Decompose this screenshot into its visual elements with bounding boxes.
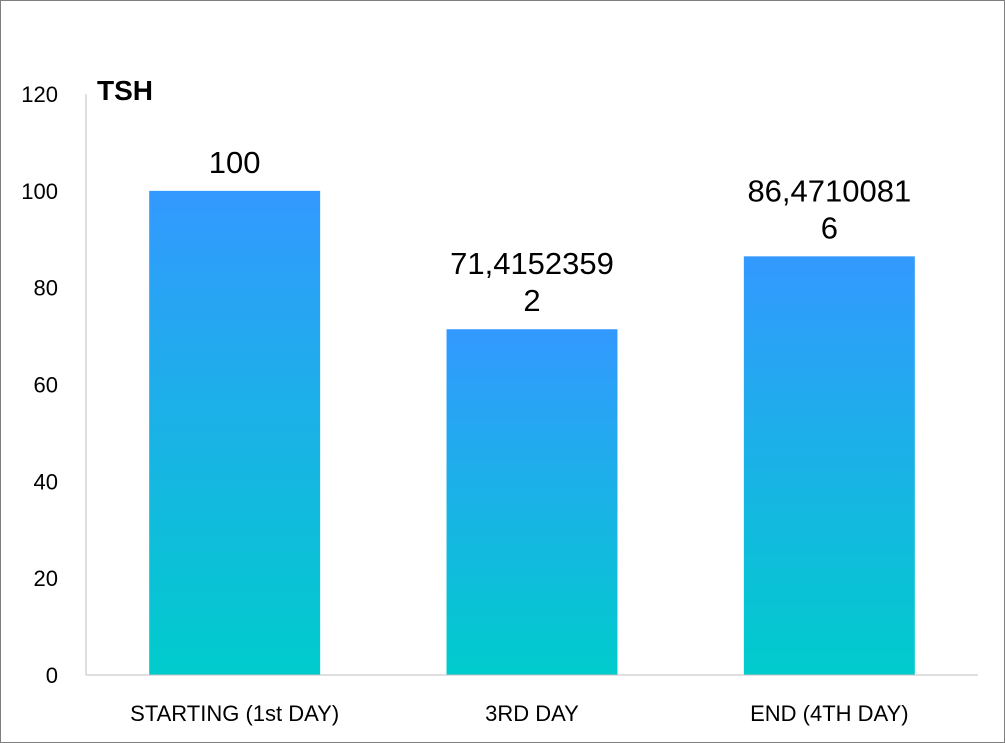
x-category-label: STARTING (1st DAY) <box>130 701 339 726</box>
data-label: 100 <box>209 145 261 180</box>
x-axis: STARTING (1st DAY) 3RD DAY END (4TH DAY) <box>86 674 978 726</box>
data-label: 2 <box>523 283 540 318</box>
y-tick-label: 120 <box>21 82 58 107</box>
data-label: 86,4710081 <box>747 173 911 208</box>
x-category-label: 3RD DAY <box>485 701 579 726</box>
y-tick-label: 40 <box>34 469 58 494</box>
x-category-label: END (4TH DAY) <box>750 701 909 726</box>
chart-title: TSH <box>97 75 153 106</box>
y-tick-label: 80 <box>34 276 58 301</box>
bar <box>743 256 915 675</box>
bar <box>446 329 618 675</box>
y-tick-label: 20 <box>34 566 58 591</box>
y-tick-label: 60 <box>34 373 58 398</box>
y-tick-label: 100 <box>21 179 58 204</box>
y-tick-label: 0 <box>46 663 58 688</box>
bar <box>149 190 321 676</box>
data-label: 6 <box>821 210 838 245</box>
y-axis: 0 20 40 60 80 100 120 <box>21 82 87 688</box>
data-label: 71,4152359 <box>450 246 614 281</box>
